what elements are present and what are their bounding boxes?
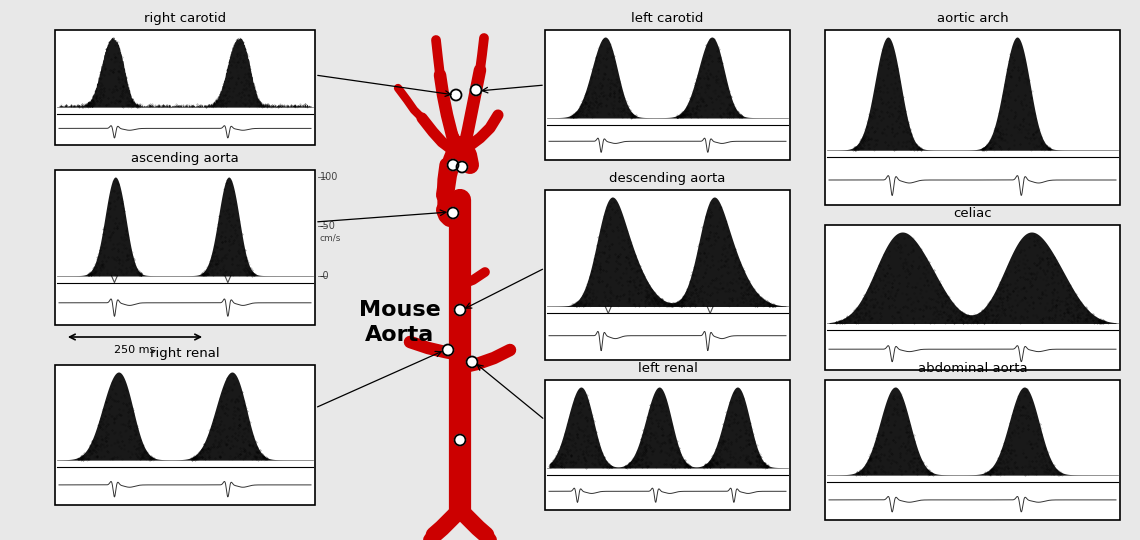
Circle shape (455, 305, 465, 315)
Bar (545, 190, 790, 360)
Text: right carotid: right carotid (144, 12, 226, 25)
Text: 250 ms: 250 ms (114, 345, 156, 355)
Circle shape (455, 435, 465, 446)
Bar (55, 365, 315, 505)
Text: aortic arch: aortic arch (937, 12, 1008, 25)
Text: -0: -0 (320, 271, 329, 281)
Text: celiac: celiac (953, 207, 992, 220)
Bar (545, 30, 790, 160)
Text: descending aorta: descending aorta (609, 172, 726, 185)
Text: right renal: right renal (150, 347, 220, 360)
Circle shape (442, 345, 454, 355)
Text: 100: 100 (320, 172, 339, 182)
Circle shape (466, 356, 478, 368)
Circle shape (448, 159, 458, 171)
Circle shape (450, 90, 462, 100)
Text: abdominal aorta: abdominal aorta (918, 362, 1027, 375)
Bar (55, 30, 315, 145)
Bar (825, 380, 1119, 520)
Bar (825, 30, 1119, 205)
Text: -50: -50 (320, 221, 336, 231)
Text: left renal: left renal (637, 362, 698, 375)
Circle shape (456, 161, 467, 172)
Circle shape (448, 207, 458, 219)
Bar (545, 380, 790, 510)
Text: cm/s: cm/s (320, 234, 341, 243)
Bar (55, 170, 315, 325)
Bar (825, 225, 1119, 370)
Text: Mouse: Mouse (359, 300, 441, 320)
Text: Aorta: Aorta (366, 325, 434, 345)
Text: ascending aorta: ascending aorta (131, 152, 239, 165)
Circle shape (471, 84, 481, 96)
Text: left carotid: left carotid (632, 12, 703, 25)
